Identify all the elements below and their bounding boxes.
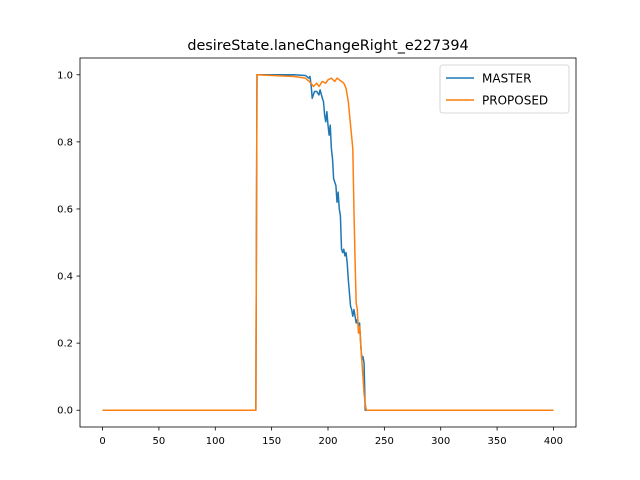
y-tick-label: 0.2 (57, 339, 73, 350)
series-layer (102, 74, 554, 411)
x-tick-label: 100 (206, 436, 225, 447)
x-tick-label: 50 (153, 436, 166, 447)
x-tick-label: 200 (318, 436, 337, 447)
y-tick-label: 0.4 (57, 272, 73, 283)
chart-title: desireState.laneChangeRight_e227394 (187, 38, 468, 54)
x-tick-label: 0 (99, 436, 105, 447)
legend-label-proposed: PROPOSED (482, 94, 548, 108)
legend-label-master: MASTER (482, 72, 531, 86)
axes-layer: 0 50 100 150 200 250 300 350 400 0.0 0.2 0.4 0.6 0.8 1… (57, 57, 577, 447)
y-tick-label: 0.8 (57, 137, 73, 148)
y-tick-label: 0.6 (57, 204, 73, 215)
legend-frame (439, 64, 570, 114)
y-tick-label: 0.0 (57, 406, 73, 417)
legend: MASTER PROPOSED (439, 64, 570, 114)
series-line-proposed (102, 74, 554, 411)
x-tick-label: 300 (431, 436, 450, 447)
y-tick-label: 1.0 (57, 70, 73, 81)
x-tick-label: 150 (262, 436, 281, 447)
series-line-master (102, 74, 554, 411)
x-tick-label: 350 (488, 436, 507, 447)
x-tick-label: 250 (375, 436, 394, 447)
x-tick-label: 400 (544, 436, 563, 447)
